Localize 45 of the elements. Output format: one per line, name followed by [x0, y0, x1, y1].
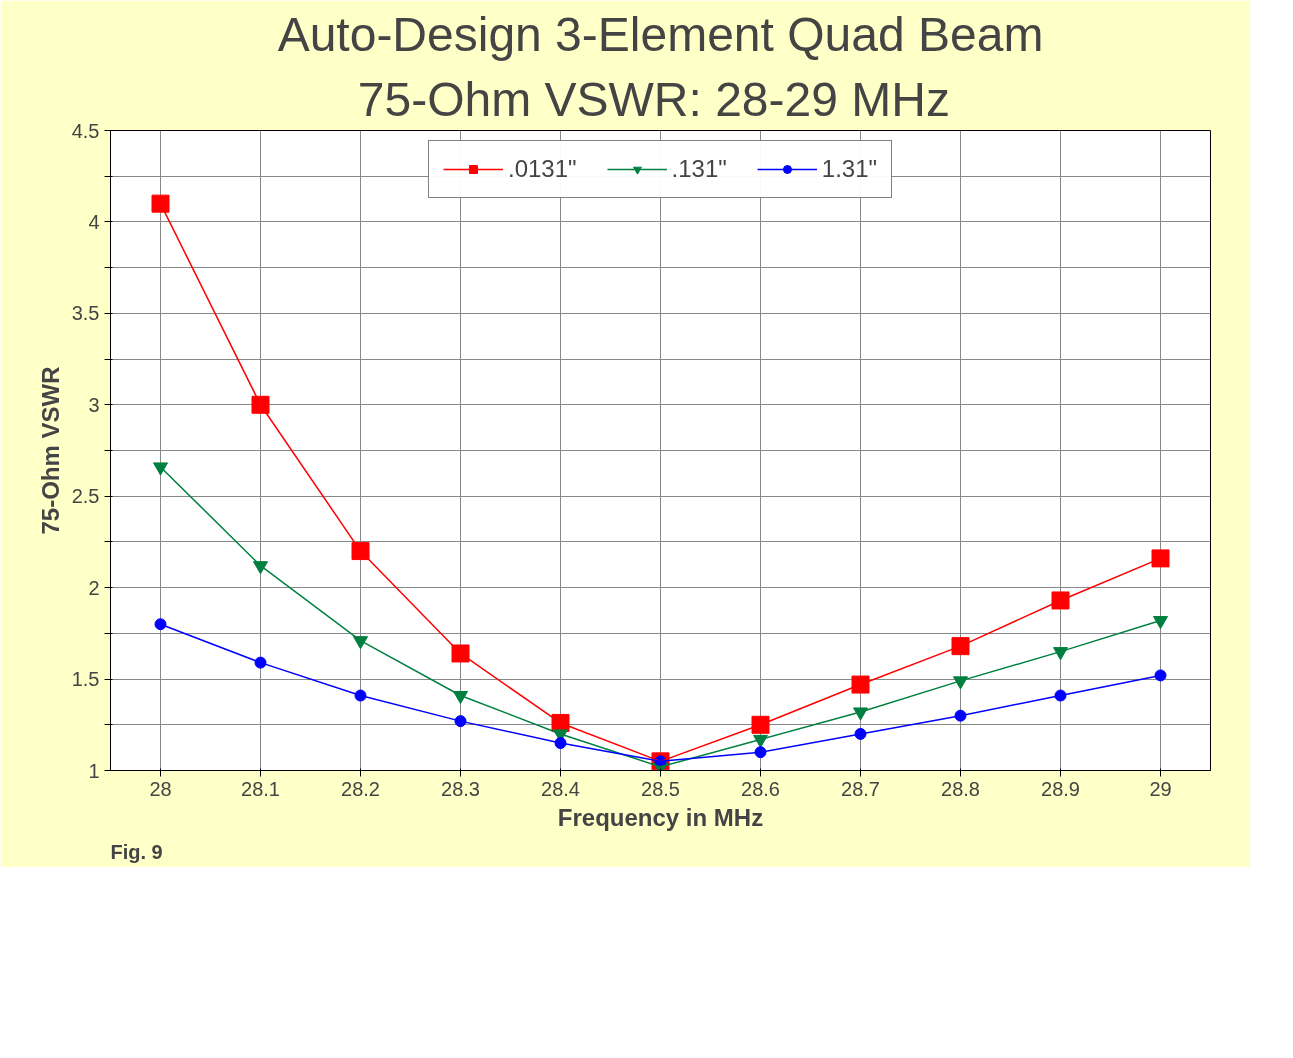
x-tick-label: 28.9 [1041, 777, 1080, 800]
chart-title: Auto-Design 3-Element Quad Beam [277, 7, 1044, 61]
point [1053, 647, 1068, 661]
legend-label: .131" [671, 155, 727, 183]
x-tick-label: 28.3 [441, 777, 480, 800]
y-tick-label: 1.5 [71, 668, 100, 691]
point [151, 194, 170, 213]
legend-label: .0131" [507, 155, 577, 183]
y-tick-label: 1 [88, 759, 100, 782]
chart-subtitle: 75-Ohm VSWR: 28-29 MHz [357, 72, 950, 126]
point [1051, 591, 1070, 610]
x-tick-label: 28.2 [341, 777, 380, 800]
x-tick-label: 29 [1149, 777, 1172, 800]
point [851, 675, 870, 694]
y-tick-label: 3 [88, 393, 100, 416]
point [253, 561, 268, 575]
point [953, 676, 968, 690]
point [751, 715, 770, 734]
point [351, 542, 370, 561]
point [251, 395, 270, 414]
y-axis-title: 75-Ohm VSWR [36, 366, 64, 535]
point [1153, 616, 1168, 630]
point [951, 637, 970, 656]
point [1154, 669, 1167, 682]
point [1151, 549, 1170, 568]
x-tick-label: 28.4 [541, 777, 580, 800]
y-tick-label: 4 [88, 210, 100, 233]
y-tick-label: 3.5 [71, 302, 100, 325]
x-tick-label: 28 [149, 777, 172, 800]
point [153, 462, 168, 476]
point [451, 644, 470, 663]
x-axis-title: Frequency in MHz [557, 803, 764, 831]
y-tick-label: 2.5 [71, 485, 100, 508]
x-tick-label: 28.7 [841, 777, 880, 800]
caption: Fig. 9 [110, 840, 163, 863]
point [754, 746, 767, 759]
x-tick-label: 28.1 [241, 777, 280, 800]
legend-label: 1.31" [821, 155, 878, 183]
x-tick-label: 28.5 [641, 777, 680, 800]
point [154, 618, 167, 631]
x-tick-label: 28.8 [941, 777, 980, 800]
point [853, 707, 868, 721]
x-tick-label: 28.6 [741, 777, 780, 800]
y-tick-label: 2 [88, 576, 100, 599]
y-tick-label: 4.5 [71, 119, 100, 142]
